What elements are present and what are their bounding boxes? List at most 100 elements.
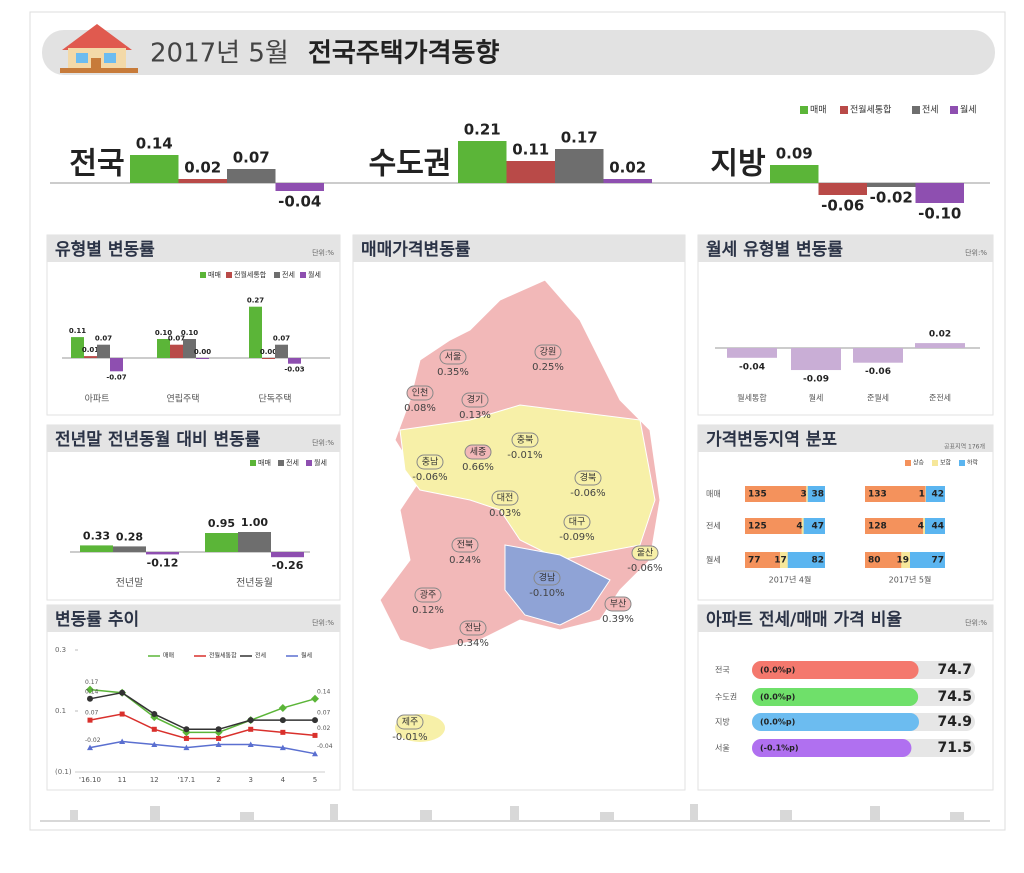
segment-label: 38: [811, 490, 824, 500]
region-name: 강원: [540, 347, 557, 358]
bar-segment: [745, 518, 802, 534]
legend-swatch: [905, 460, 911, 466]
panel-unit: 단위:%: [312, 248, 334, 257]
legend-swatch: [278, 460, 284, 466]
marker: [119, 689, 126, 696]
value-label: -0.03: [284, 366, 304, 374]
bar: [275, 344, 288, 358]
x-tick-label: 2: [216, 776, 220, 784]
category-label: 준전세: [929, 393, 951, 403]
category-label: 단독주택: [258, 394, 291, 405]
legend-label: 전월세통합: [850, 104, 891, 116]
marker: [311, 694, 319, 703]
row-label: 지방: [715, 717, 730, 727]
bar-segment: [745, 552, 780, 568]
marker: [216, 735, 222, 741]
bar-note: (-0.1%p): [760, 744, 799, 753]
region-chip: [451, 537, 479, 553]
marker: [279, 717, 286, 724]
title-date: 2017년 5월: [150, 39, 289, 69]
marker: [312, 717, 318, 724]
x-tick-label: 11: [118, 776, 127, 784]
bar-segment: [925, 518, 945, 534]
value-label: 0.07: [168, 335, 185, 343]
legend-label: 하락: [967, 459, 979, 467]
panel-unit: 단위:%: [965, 618, 987, 627]
x-tick-label: 12: [150, 776, 159, 784]
legend-label: 월세: [301, 652, 312, 660]
bar: [752, 713, 920, 731]
bar-segment: [865, 486, 926, 502]
value-label: 0.07: [273, 335, 290, 343]
region-value: -0.01%: [392, 732, 427, 743]
marker: [280, 729, 286, 735]
x-tick-label: 5: [313, 776, 317, 784]
bar: [262, 358, 275, 359]
panel-title: 유형별 변동률: [55, 239, 155, 260]
bar: [915, 183, 964, 203]
legend-label: 전월세통합: [234, 270, 267, 279]
legend-label: 전월세통합: [209, 652, 237, 660]
segment-label: 80: [868, 556, 881, 566]
bar-segment: [910, 552, 945, 568]
region-name: 서울: [445, 352, 462, 363]
region-value: 0.24%: [449, 555, 481, 566]
value-label: 0.07: [317, 710, 331, 717]
value-label: 0.02: [317, 725, 331, 732]
region-value: 0.39%: [602, 614, 634, 625]
y-tick-label: 0.1: [55, 707, 66, 715]
region-name: 대구: [569, 517, 586, 528]
bar: [113, 546, 146, 552]
segment-label: 47: [811, 522, 824, 532]
value-label: -0.04: [317, 743, 333, 750]
segment-label: 128: [868, 522, 887, 532]
region-value: 0.34%: [457, 638, 489, 649]
region-chip: [511, 432, 539, 448]
value-label: 0.07: [233, 149, 270, 167]
region-chip: [533, 570, 561, 586]
category-label: 수도권: [369, 147, 452, 182]
segment-label: 4: [796, 522, 802, 532]
bar-segment: [801, 518, 804, 534]
value-label: -0.09: [803, 375, 829, 385]
legend-swatch: [932, 460, 938, 466]
bar-segment: [780, 552, 788, 568]
bar: [238, 532, 271, 552]
value-label: 0.33: [83, 529, 110, 542]
legend-swatch: [306, 460, 312, 466]
legend-swatch: [950, 106, 958, 114]
panel-title: 월세 유형별 변동률: [706, 239, 843, 260]
bar-segment: [787, 552, 825, 568]
marker: [183, 726, 190, 733]
value-label: -0.07: [106, 373, 126, 381]
bar: [818, 183, 867, 195]
legend-swatch: [200, 272, 206, 278]
legend-swatch: [300, 272, 306, 278]
value-label: -0.06: [865, 367, 891, 377]
bar-note: (0.0%p): [760, 693, 795, 702]
region-value: -0.01%: [507, 450, 542, 461]
panel-title: 아파트 전세/매매 가격 비율: [706, 610, 902, 630]
value-label: 0.10: [155, 329, 172, 337]
bar-segment: [865, 552, 902, 568]
value-label: 0.14: [317, 688, 331, 695]
region-value: -0.06%: [627, 563, 662, 574]
value-label: 0.01: [82, 346, 99, 354]
segment-label: 1: [919, 490, 925, 500]
bar: [770, 165, 819, 183]
category-label: 연립주택: [166, 394, 199, 405]
segment-label: 44: [931, 522, 944, 532]
region-name: 경북: [580, 472, 597, 484]
bar: [853, 348, 903, 363]
segment-label: 77: [931, 556, 944, 566]
row-label: 서울: [715, 744, 730, 753]
title: 전국주택가격동향: [308, 39, 499, 69]
legend-label: 전세: [286, 458, 299, 467]
value-label: 0.07: [95, 335, 112, 343]
row-label: 매매: [706, 490, 721, 499]
value-label: 0.02: [609, 159, 646, 177]
bar: [752, 688, 919, 706]
region-chip: [464, 444, 492, 460]
panel-title: 가격변동지역 분포: [706, 430, 837, 450]
period-label: 2017년 4월: [769, 575, 812, 585]
